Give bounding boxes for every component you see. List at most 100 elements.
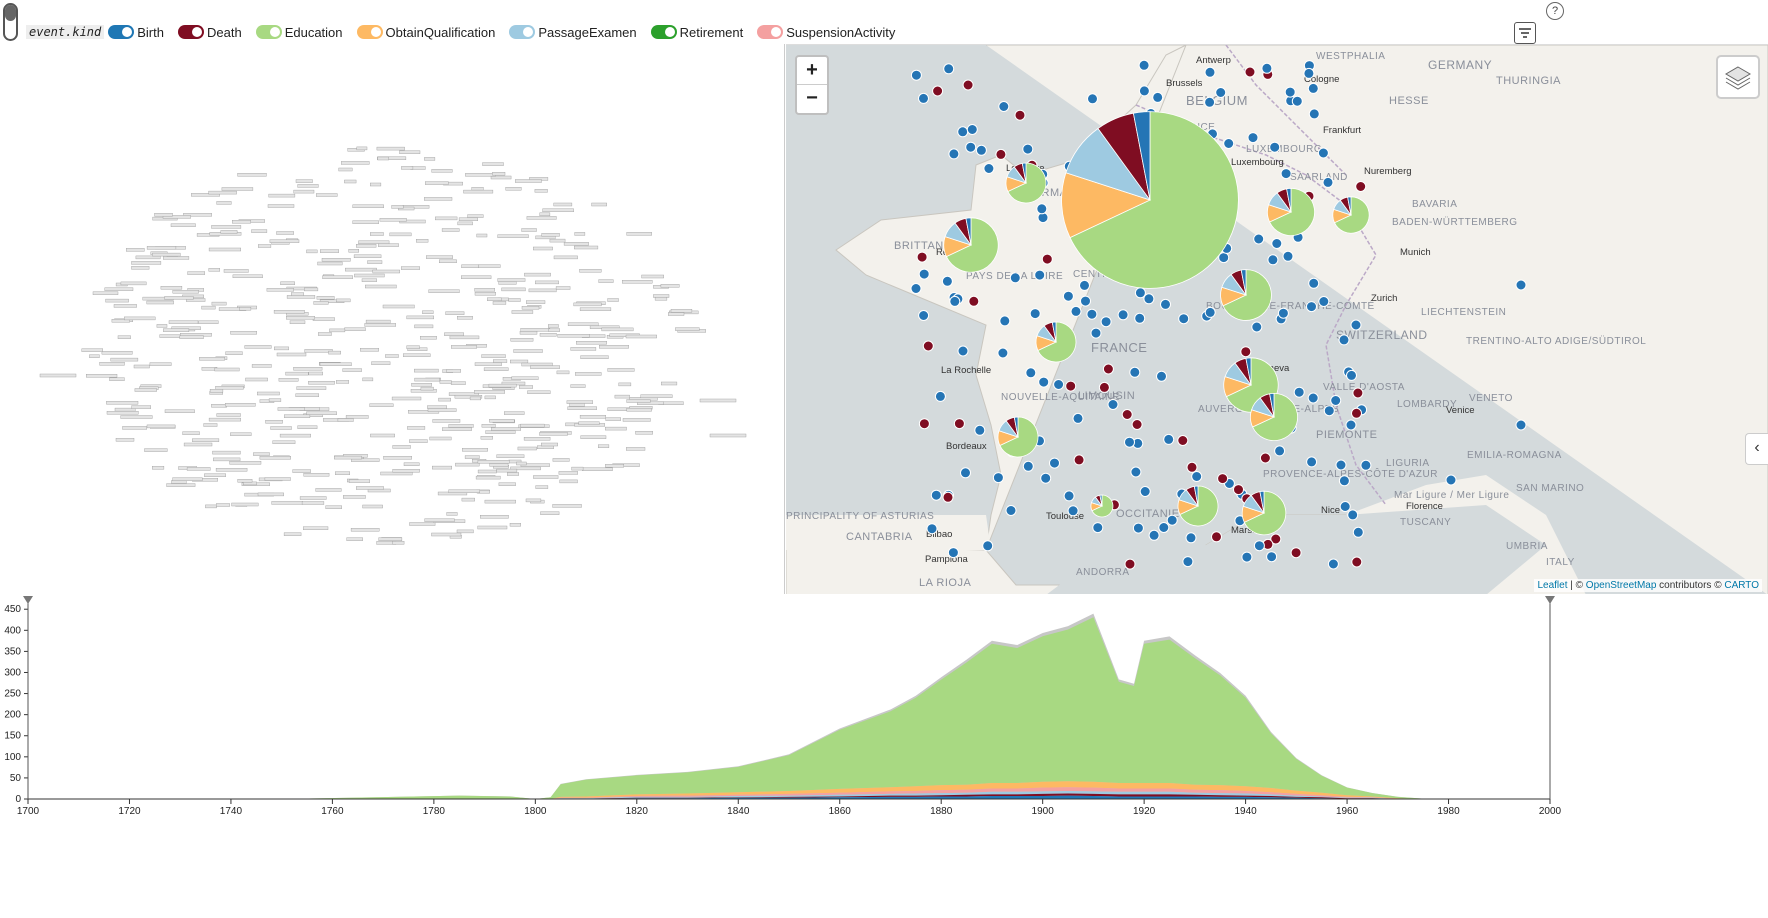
event-marker[interactable] (1041, 253, 1053, 265)
graph-node[interactable] (232, 274, 263, 279)
pie-cluster[interactable] (997, 416, 1039, 458)
graph-node[interactable] (574, 245, 599, 250)
graph-node[interactable] (457, 316, 473, 320)
legend-item-suspensionactivity[interactable]: SuspensionActivity (757, 25, 895, 40)
graph-node[interactable] (271, 501, 304, 505)
carto-link[interactable]: CARTO (1724, 580, 1759, 591)
event-marker[interactable] (1241, 551, 1253, 563)
event-marker[interactable] (1345, 419, 1357, 431)
graph-node[interactable] (401, 266, 420, 270)
graph-node[interactable] (92, 291, 119, 295)
graph-node[interactable] (182, 431, 200, 435)
graph-node[interactable] (556, 370, 570, 375)
graph-node[interactable] (253, 452, 270, 456)
graph-node[interactable] (192, 438, 220, 442)
event-marker[interactable] (1156, 370, 1167, 382)
event-marker[interactable] (974, 424, 986, 436)
pie-cluster[interactable] (943, 217, 999, 273)
graph-node[interactable] (575, 372, 602, 376)
graph-node[interactable] (151, 466, 165, 470)
graph-node[interactable] (265, 420, 283, 424)
graph-node[interactable] (372, 269, 400, 274)
graph-node[interactable] (225, 403, 256, 407)
osm-link[interactable]: OpenStreetMap (1585, 580, 1657, 591)
graph-node[interactable] (699, 398, 737, 403)
graph-node[interactable] (428, 289, 460, 293)
graph-node[interactable] (284, 414, 311, 418)
event-marker[interactable] (1308, 277, 1320, 289)
graph-node[interactable] (448, 489, 481, 493)
graph-node[interactable] (111, 319, 130, 323)
graph-node[interactable] (563, 242, 589, 246)
graph-node[interactable] (467, 214, 484, 218)
graph-node[interactable] (304, 287, 319, 292)
event-marker[interactable] (1280, 168, 1292, 180)
graph-node[interactable] (540, 511, 560, 515)
graph-node[interactable] (496, 468, 518, 473)
graph-node[interactable] (244, 345, 272, 349)
graph-node[interactable] (496, 454, 525, 458)
graph-node[interactable] (519, 385, 533, 389)
graph-node[interactable] (146, 300, 174, 305)
graph-node[interactable] (389, 232, 412, 237)
graph-node[interactable] (336, 298, 351, 303)
graph-node[interactable] (521, 306, 540, 310)
graph-node[interactable] (607, 298, 619, 302)
graph-node[interactable] (223, 269, 249, 273)
graph-node[interactable] (319, 362, 352, 366)
graph-node[interactable] (625, 334, 657, 339)
event-marker[interactable] (1204, 306, 1216, 318)
event-marker[interactable] (1073, 454, 1085, 466)
graph-node[interactable] (539, 333, 557, 337)
graph-node[interactable] (429, 436, 452, 441)
graph-node[interactable] (297, 425, 318, 429)
graph-node[interactable] (85, 374, 118, 378)
graph-node[interactable] (183, 442, 213, 447)
event-marker[interactable] (1186, 461, 1198, 473)
graph-node[interactable] (471, 187, 484, 191)
event-marker[interactable] (1092, 522, 1104, 534)
graph-node[interactable] (209, 389, 224, 393)
graph-node[interactable] (420, 336, 437, 340)
graph-node[interactable] (266, 288, 294, 292)
graph-node[interactable] (461, 275, 492, 279)
graph-node[interactable] (115, 438, 135, 442)
graph-node[interactable] (358, 240, 390, 245)
graph-node[interactable] (426, 255, 453, 259)
graph-node[interactable] (403, 462, 420, 466)
graph-node[interactable] (162, 256, 190, 260)
graph-node[interactable] (399, 150, 421, 154)
graph-node[interactable] (277, 407, 305, 411)
event-marker[interactable] (1339, 501, 1351, 512)
graph-node[interactable] (208, 190, 237, 195)
graph-node[interactable] (329, 328, 346, 333)
graph-node[interactable] (122, 426, 147, 430)
graph-node[interactable] (106, 411, 139, 415)
graph-node[interactable] (312, 317, 335, 321)
graph-node[interactable] (286, 295, 316, 299)
event-marker[interactable] (910, 69, 922, 81)
event-marker[interactable] (1121, 409, 1133, 420)
graph-node[interactable] (427, 405, 447, 409)
event-marker[interactable] (1022, 143, 1034, 155)
graph-node[interactable] (211, 225, 242, 229)
graph-node[interactable] (441, 228, 460, 232)
graph-node[interactable] (146, 246, 177, 250)
graph-node[interactable] (293, 189, 315, 194)
graph-node[interactable] (278, 378, 299, 382)
event-marker[interactable] (1306, 456, 1318, 468)
graph-node[interactable] (237, 479, 253, 483)
zoom-out-button[interactable]: − (806, 87, 818, 109)
graph-node[interactable] (542, 208, 574, 213)
graph-node[interactable] (365, 284, 397, 289)
graph-node[interactable] (497, 278, 526, 282)
graph-node[interactable] (579, 415, 606, 419)
event-marker[interactable] (1160, 298, 1171, 310)
event-marker[interactable] (1338, 475, 1350, 487)
graph-node[interactable] (573, 302, 602, 307)
legend-item-death[interactable]: Death (177, 25, 242, 40)
event-marker[interactable] (957, 345, 969, 357)
graph-node[interactable] (485, 430, 516, 434)
graph-node[interactable] (212, 450, 241, 455)
graph-node[interactable] (304, 349, 333, 353)
